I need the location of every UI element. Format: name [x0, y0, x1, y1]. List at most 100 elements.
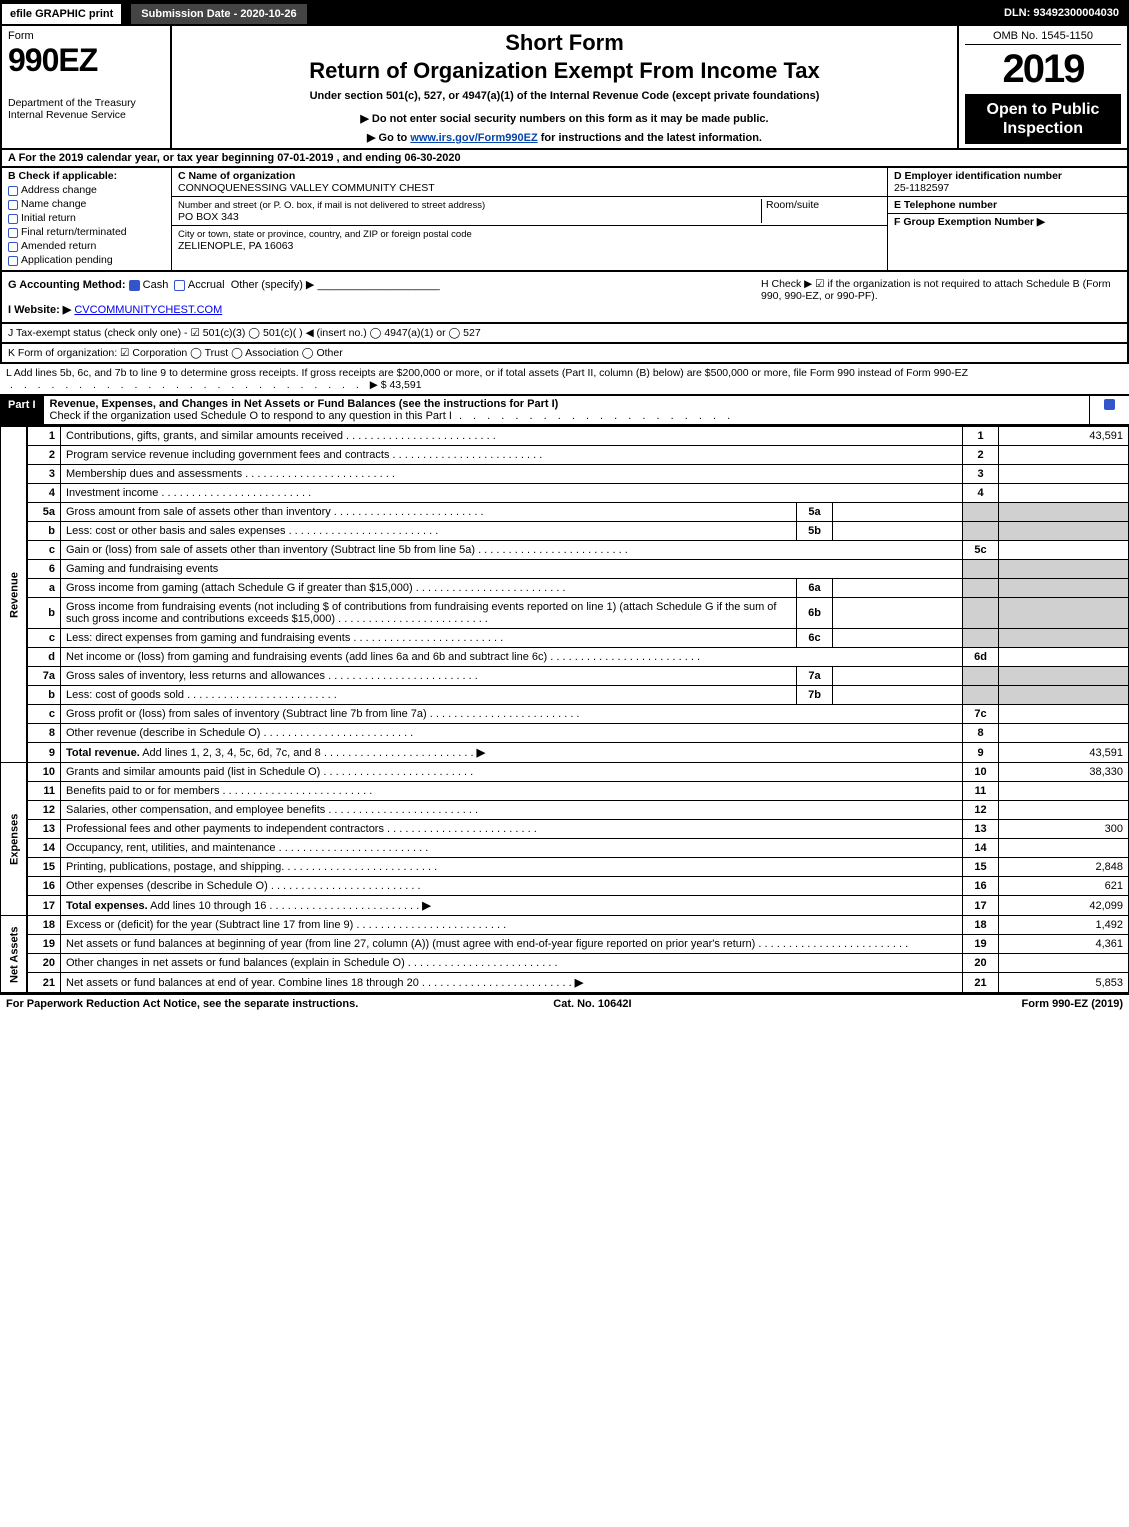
sub-line-value [833, 598, 963, 629]
line-amount: 43,591 [999, 743, 1129, 763]
table-row: Expenses10Grants and similar amounts pai… [1, 763, 1129, 782]
line-desc: Total expenses. Add lines 10 through 16 … [61, 896, 963, 916]
line-amount: 1,492 [999, 916, 1129, 935]
table-row: aGross income from gaming (attach Schedu… [1, 579, 1129, 598]
table-row: 19Net assets or fund balances at beginni… [1, 935, 1129, 954]
e-label: E Telephone number [894, 199, 997, 211]
l-text: L Add lines 5b, 6c, and 7b to line 9 to … [6, 367, 968, 379]
line-desc: Investment income . . . . . . . . . . . … [61, 484, 963, 503]
chk-initial-return[interactable] [8, 214, 18, 224]
efile-print[interactable]: efile GRAPHIC print [0, 2, 123, 24]
side-label: Revenue [1, 427, 27, 763]
table-row: 16Other expenses (describe in Schedule O… [1, 877, 1129, 896]
header-left: Form 990EZ Department of the Treasury In… [2, 26, 172, 148]
line-number: a [27, 579, 61, 598]
l-row: L Add lines 5b, 6c, and 7b to line 9 to … [0, 364, 1129, 396]
shaded-cell [999, 629, 1129, 648]
goto-line: ▶ Go to www.irs.gov/Form990EZ for instru… [180, 131, 949, 144]
line-number: 12 [27, 801, 61, 820]
table-row: 14Occupancy, rent, utilities, and mainte… [1, 839, 1129, 858]
line-amount: 4,361 [999, 935, 1129, 954]
table-row: Net Assets18Excess or (deficit) for the … [1, 916, 1129, 935]
shaded-cell [963, 579, 999, 598]
header-center: Short Form Return of Organization Exempt… [172, 26, 957, 148]
result-line-number: 21 [963, 973, 999, 993]
line-number: b [27, 522, 61, 541]
result-line-number: 1 [963, 427, 999, 446]
chk-accrual[interactable] [174, 280, 185, 291]
result-line-number: 6d [963, 648, 999, 667]
line-number: 11 [27, 782, 61, 801]
line-desc: Gaming and fundraising events [61, 560, 963, 579]
line-desc: Gross profit or (loss) from sales of inv… [61, 705, 963, 724]
i-label: I Website: ▶ [8, 304, 71, 316]
result-line-number: 17 [963, 896, 999, 916]
line-amount: 621 [999, 877, 1129, 896]
line-number: d [27, 648, 61, 667]
line-amount [999, 484, 1129, 503]
shaded-cell [999, 686, 1129, 705]
result-line-number: 2 [963, 446, 999, 465]
line-amount [999, 705, 1129, 724]
sub-line-number: 6c [797, 629, 833, 648]
line-amount [999, 648, 1129, 667]
goto-pre: ▶ Go to [367, 132, 410, 144]
shaded-cell [999, 598, 1129, 629]
table-row: 3Membership dues and assessments . . . .… [1, 465, 1129, 484]
header-right: OMB No. 1545-1150 2019 Open to Public In… [957, 26, 1127, 148]
table-row: 4Investment income . . . . . . . . . . .… [1, 484, 1129, 503]
line-desc: Gain or (loss) from sale of assets other… [61, 541, 963, 560]
line-amount: 43,591 [999, 427, 1129, 446]
shaded-cell [963, 686, 999, 705]
result-line-number: 18 [963, 916, 999, 935]
sub-line-number: 5a [797, 503, 833, 522]
website-link[interactable]: CVCOMMUNITYCHEST.COM [74, 304, 222, 316]
table-row: 9Total revenue. Add lines 1, 2, 3, 4, 5c… [1, 743, 1129, 763]
table-row: bGross income from fundraising events (n… [1, 598, 1129, 629]
sub-line-value [833, 629, 963, 648]
line-amount [999, 446, 1129, 465]
line-number: 4 [27, 484, 61, 503]
line-desc: Other revenue (describe in Schedule O) .… [61, 724, 963, 743]
line-amount: 5,853 [999, 973, 1129, 993]
chk-cash[interactable] [129, 280, 140, 291]
j-row: J Tax-exempt status (check only one) - ☑… [0, 324, 1129, 344]
c-name-label: C Name of organization [178, 170, 295, 182]
table-row: 2Program service revenue including gover… [1, 446, 1129, 465]
line-number: 8 [27, 724, 61, 743]
line-amount: 300 [999, 820, 1129, 839]
chk-address-change[interactable] [8, 186, 18, 196]
g-label: G Accounting Method: [8, 279, 126, 291]
table-row: 21Net assets or fund balances at end of … [1, 973, 1129, 993]
chk-application-pending[interactable] [8, 256, 18, 266]
org-city: ZELIENOPLE, PA 16063 [178, 240, 293, 252]
footer-left: For Paperwork Reduction Act Notice, see … [6, 998, 358, 1010]
irs-link[interactable]: www.irs.gov/Form990EZ [410, 132, 537, 144]
dln: DLN: 93492300004030 [994, 3, 1129, 23]
shaded-cell [963, 667, 999, 686]
form-header: Form 990EZ Department of the Treasury In… [0, 26, 1129, 150]
line-number: 18 [27, 916, 61, 935]
col-c: C Name of organization CONNOQUENESSING V… [172, 168, 887, 270]
chk-amended-return[interactable] [8, 242, 18, 252]
col-b: B Check if applicable: Address change Na… [2, 168, 172, 270]
line-desc: Total revenue. Add lines 1, 2, 3, 4, 5c,… [61, 743, 963, 763]
table-row: cGross profit or (loss) from sales of in… [1, 705, 1129, 724]
shaded-cell [999, 579, 1129, 598]
line-amount: 42,099 [999, 896, 1129, 916]
line-desc: Salaries, other compensation, and employ… [61, 801, 963, 820]
line-desc: Less: direct expenses from gaming and fu… [61, 629, 797, 648]
line-number: b [27, 598, 61, 629]
line-number: 13 [27, 820, 61, 839]
chk-schedule-o[interactable] [1104, 399, 1115, 410]
chk-name-change[interactable] [8, 200, 18, 210]
chk-final-return[interactable] [8, 228, 18, 238]
result-line-number: 4 [963, 484, 999, 503]
line-desc: Net assets or fund balances at end of ye… [61, 973, 963, 993]
line-desc: Other changes in net assets or fund bala… [61, 954, 963, 973]
line-amount [999, 465, 1129, 484]
sub-line-value [833, 667, 963, 686]
line-desc: Gross sales of inventory, less returns a… [61, 667, 797, 686]
lbl-other: Other (specify) ▶ [231, 279, 315, 291]
c-street-label: Number and street (or P. O. box, if mail… [178, 200, 485, 211]
